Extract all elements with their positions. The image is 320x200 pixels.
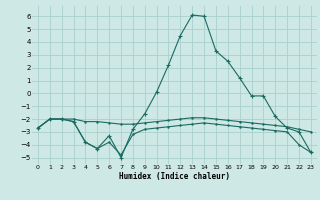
X-axis label: Humidex (Indice chaleur): Humidex (Indice chaleur): [119, 172, 230, 181]
